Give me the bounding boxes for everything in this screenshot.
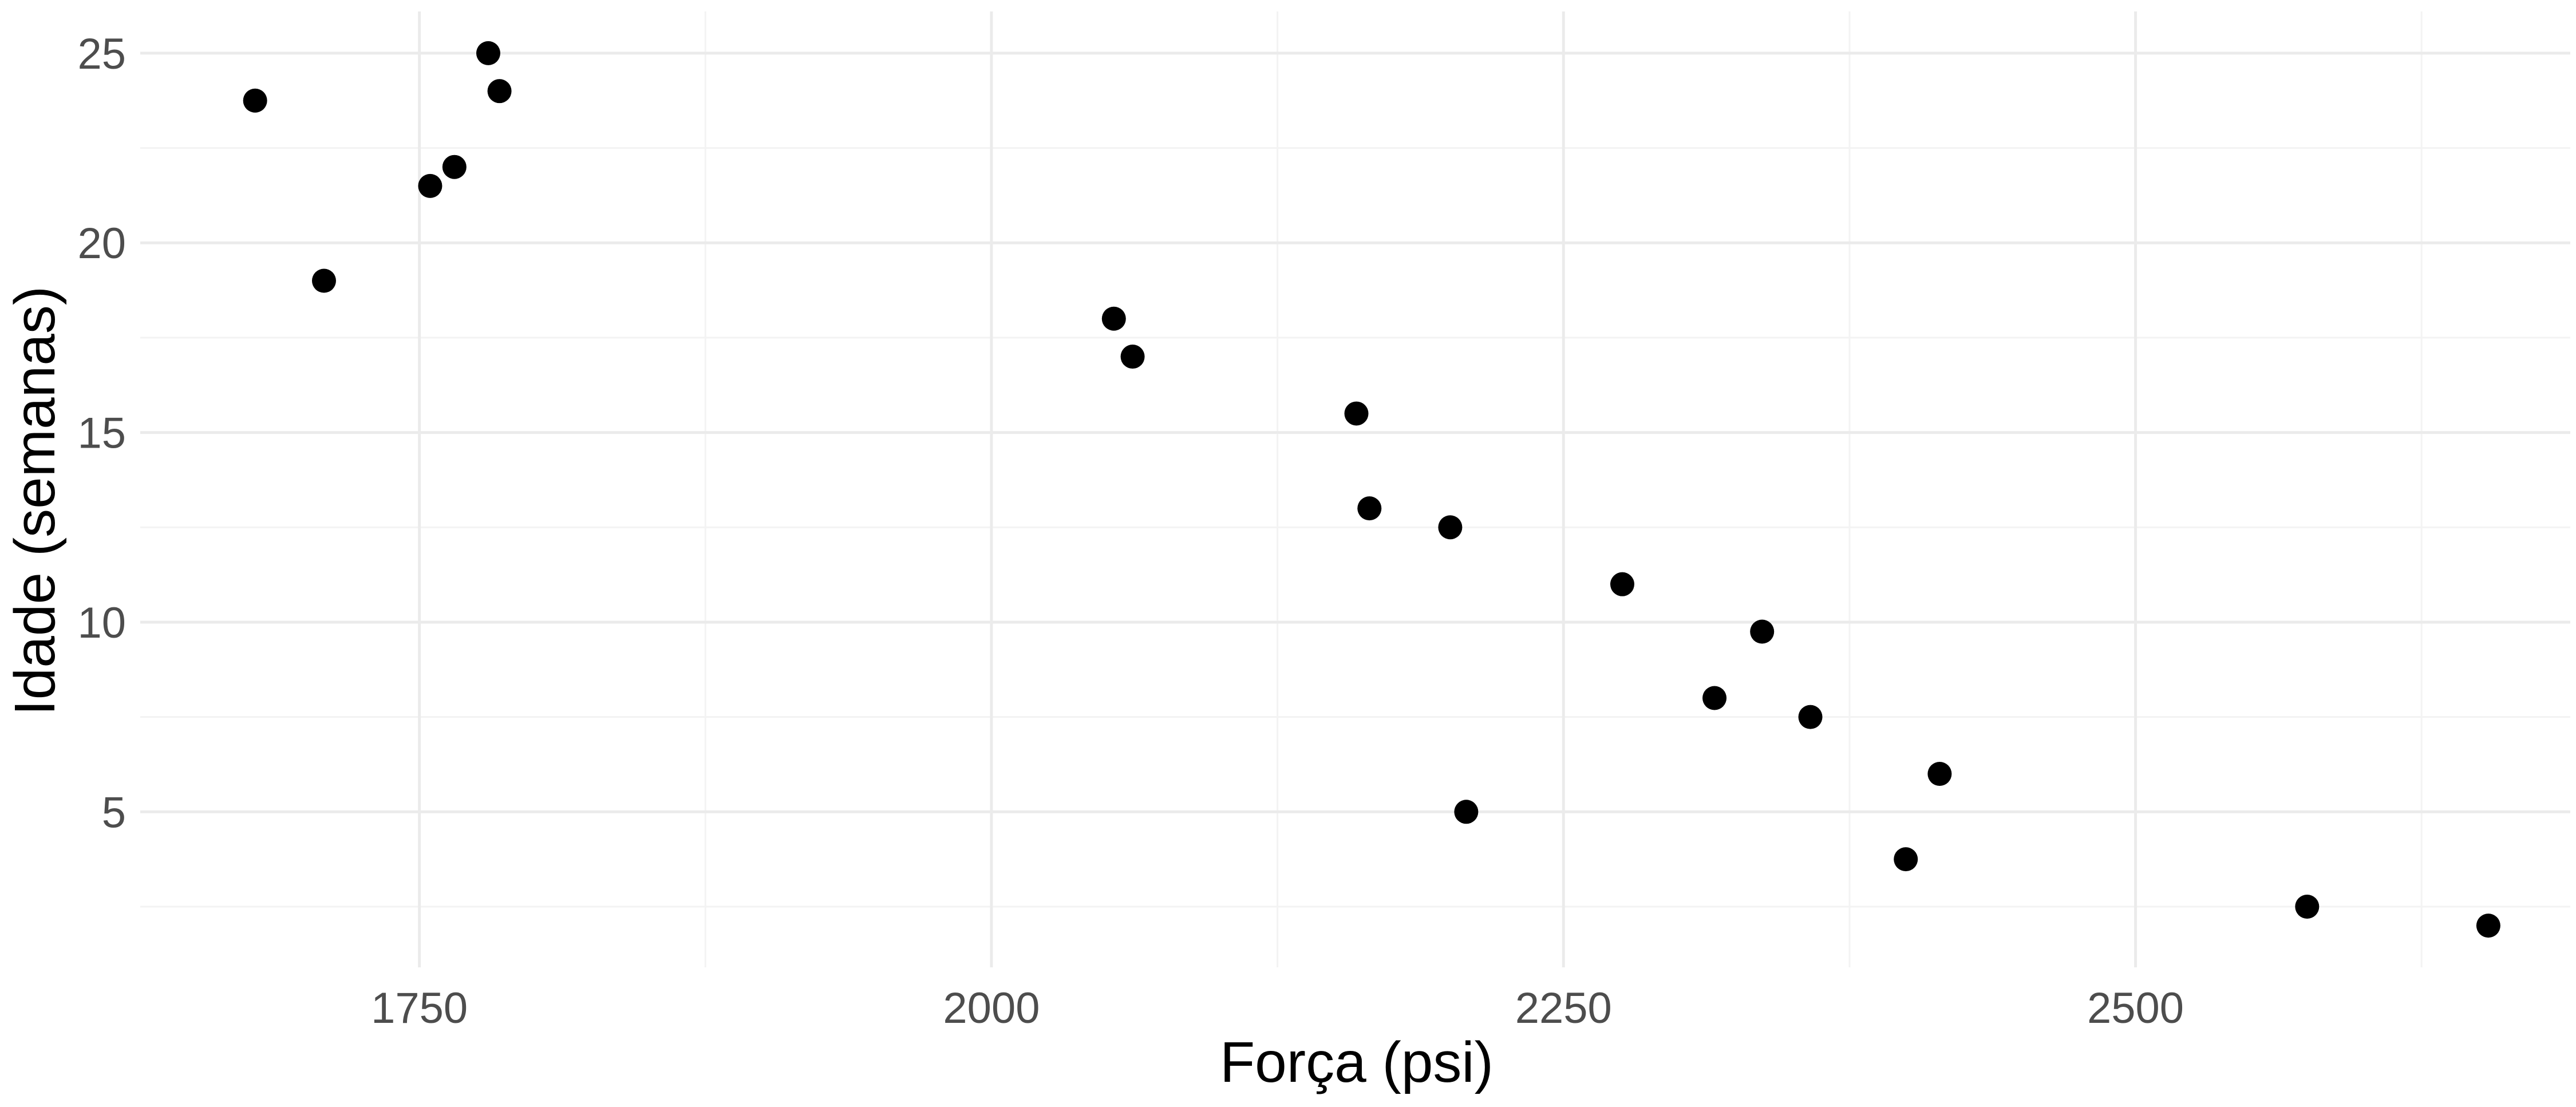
data-point <box>442 155 467 179</box>
y-tick-label: 20 <box>77 219 126 268</box>
data-point <box>243 88 267 113</box>
data-point <box>476 41 500 65</box>
data-point <box>2476 914 2500 938</box>
y-tick-label: 5 <box>102 788 126 837</box>
x-tick-label: 2500 <box>2087 984 2184 1033</box>
data-points <box>243 41 2500 938</box>
x-axis-tick-labels: 1750 2000 2250 2500 <box>371 984 2184 1033</box>
y-axis-title: Idade (semanas) <box>3 286 67 715</box>
data-point <box>1101 306 1126 331</box>
x-axis-title: Força (psi) <box>1220 1030 1494 1094</box>
data-point <box>1610 572 1634 596</box>
y-tick-label: 10 <box>77 599 126 647</box>
data-point <box>1750 619 1775 644</box>
data-point <box>1357 496 1382 521</box>
data-point <box>1702 686 1727 710</box>
y-tick-label: 15 <box>77 409 126 458</box>
x-tick-label: 2250 <box>1515 984 1612 1033</box>
data-point <box>1927 762 1952 786</box>
x-tick-label: 2000 <box>943 984 1040 1033</box>
minor-gridlines <box>140 11 2570 967</box>
data-point <box>1454 800 1479 824</box>
data-point <box>418 173 442 198</box>
x-tick-label: 1750 <box>371 984 468 1033</box>
data-point <box>2295 894 2320 919</box>
y-axis-tick-labels: 5 10 15 20 25 <box>77 30 126 837</box>
y-tick-label: 25 <box>77 30 126 78</box>
major-gridlines <box>140 11 2570 967</box>
data-point <box>1120 345 1145 369</box>
data-point <box>1344 401 1369 426</box>
data-point <box>1798 705 1823 729</box>
data-point <box>487 79 512 104</box>
data-point <box>1894 847 1918 872</box>
data-point <box>1438 515 1463 540</box>
data-point <box>311 268 336 293</box>
